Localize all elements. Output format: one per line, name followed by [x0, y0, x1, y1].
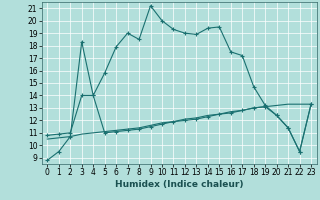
X-axis label: Humidex (Indice chaleur): Humidex (Indice chaleur) — [115, 180, 244, 189]
